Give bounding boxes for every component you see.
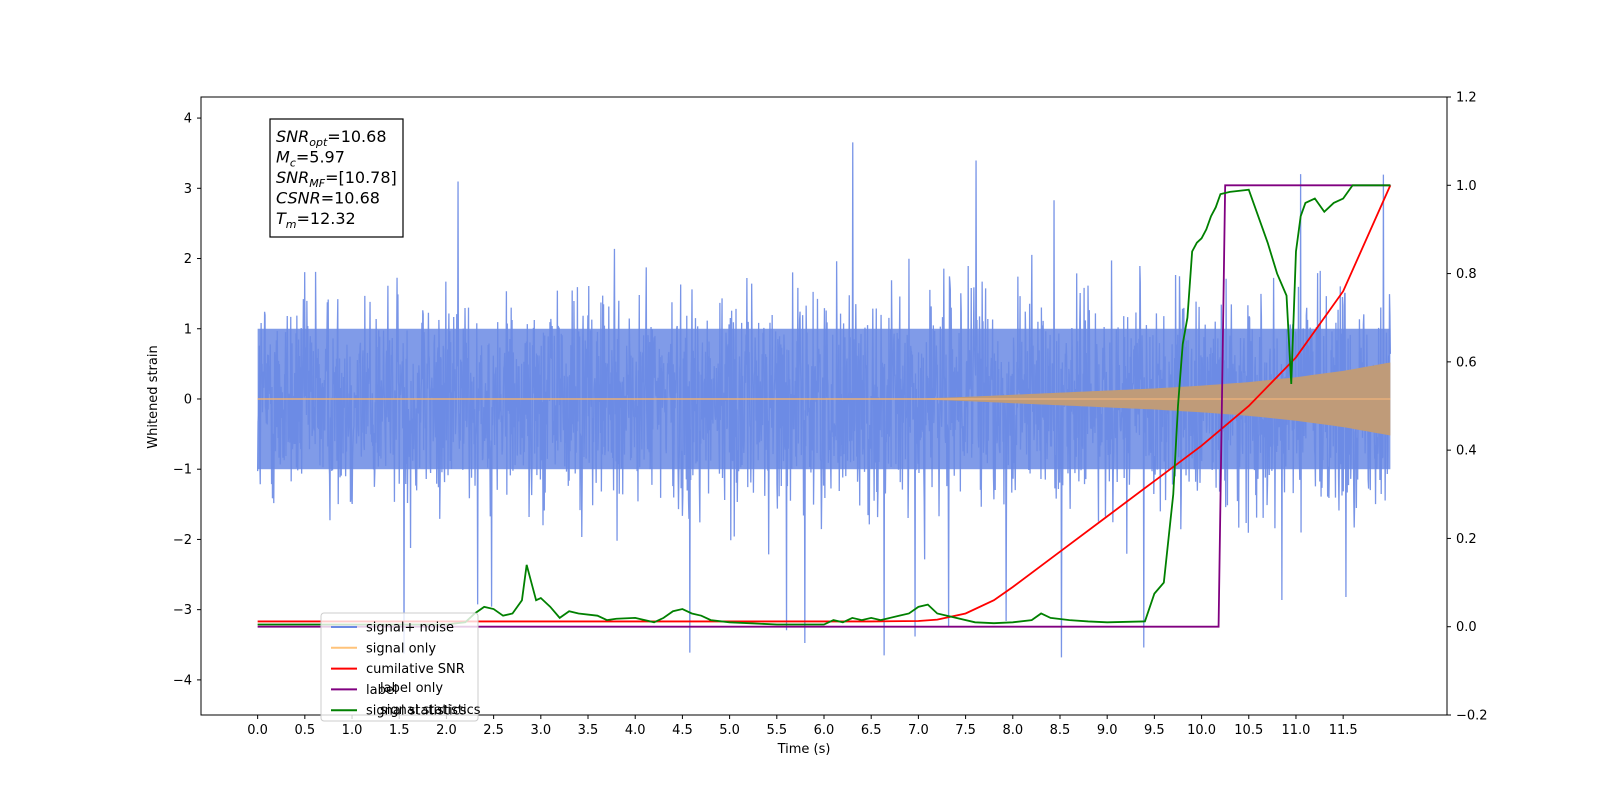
x-tick-label: 8.0 <box>1002 723 1023 738</box>
x-tick-label: 10.0 <box>1187 723 1216 738</box>
plot-area <box>256 142 1392 658</box>
legend-label: signal+ noise <box>366 621 454 636</box>
legend-ghost-text: label only <box>380 681 443 696</box>
legend-label: cumilative SNR <box>366 662 465 677</box>
annotation-line: Mc=5.97 <box>276 148 345 170</box>
y2-tick-label: −0.2 <box>1456 709 1488 724</box>
y-tick-label: −2 <box>173 533 192 548</box>
x-axis-label: Time (s) <box>777 742 831 757</box>
x-tick-label: 6.0 <box>814 723 835 738</box>
x-tick-label: 5.0 <box>719 723 740 738</box>
annotation-box: SNRopt=10.68Mc=5.97SNRMF=[10.78]CSNR=10.… <box>269 118 404 238</box>
x-tick-label: 4.5 <box>672 723 693 738</box>
x-tick-label: 3.0 <box>530 723 551 738</box>
series-signal-statistics <box>257 184 1391 626</box>
legend: label only signal statistics signal+ noise… <box>320 612 481 722</box>
x-tick-label: 1.5 <box>389 723 410 738</box>
x-tick-label: 0.5 <box>294 723 315 738</box>
axes: 0.0 0.5 1.0 1.5 2.0 2.5 3.0 3.5 4.0 4.5 5.0 5.5 6.0 6… <box>173 91 1488 739</box>
legend-ghost-text: signal statistics <box>380 703 481 718</box>
x-tick-label: 7.0 <box>908 723 929 738</box>
y2-tick-label: 1.2 <box>1456 91 1477 106</box>
x-tick-label: 4.0 <box>625 723 646 738</box>
y-axis-label: Whitened strain <box>146 345 161 448</box>
y-tick-label: 3 <box>184 182 192 197</box>
x-tick-label: 11.0 <box>1281 723 1310 738</box>
legend-label: signal statistics <box>366 704 467 719</box>
x-tick-label: 9.0 <box>1097 723 1118 738</box>
y2-tick-label: 0.4 <box>1456 444 1477 459</box>
legend-label: label <box>366 683 397 698</box>
x-tick-label: 2.5 <box>483 723 504 738</box>
y-tick-label: −3 <box>173 603 192 618</box>
y2-tick-label: 0.6 <box>1456 355 1477 370</box>
x-tick-label: 5.5 <box>766 723 787 738</box>
y-tick-label: −4 <box>173 673 192 688</box>
x-tick-label: 3.5 <box>578 723 599 738</box>
x-tick-label: 0.0 <box>247 723 268 738</box>
x-tick-label: 1.0 <box>342 723 363 738</box>
y-tick-label: 0 <box>184 392 192 407</box>
x-tick-label: 2.0 <box>436 723 457 738</box>
series-label <box>257 184 1391 628</box>
annotation-line: SNRopt=10.68 <box>276 127 387 149</box>
x-tick-label: 9.5 <box>1144 723 1165 738</box>
y-tick-label: 4 <box>184 112 192 127</box>
annotation-line: CSNR=10.68 <box>276 189 380 208</box>
y2-tick-label: 1.0 <box>1456 179 1477 194</box>
y-tick-label: 2 <box>184 252 192 267</box>
annotation-line: SNRMF=[10.78] <box>276 168 397 190</box>
x-tick-label: 11.5 <box>1329 723 1358 738</box>
y-tick-label: 1 <box>184 322 192 337</box>
x-tick-label: 10.5 <box>1234 723 1263 738</box>
series-cumulative-snr <box>257 184 1392 623</box>
x-tick-label: 6.5 <box>861 723 882 738</box>
annotation-line: Tm=12.32 <box>276 209 356 231</box>
x-tick-label: 8.5 <box>1050 723 1071 738</box>
y2-tick-label: 0.0 <box>1456 620 1477 635</box>
x-tick-label: 7.5 <box>955 723 976 738</box>
y2-tick-label: 0.8 <box>1456 267 1477 282</box>
y2-tick-label: 0.2 <box>1456 532 1477 547</box>
legend-label: signal only <box>366 641 436 656</box>
y-tick-label: −1 <box>173 463 192 478</box>
